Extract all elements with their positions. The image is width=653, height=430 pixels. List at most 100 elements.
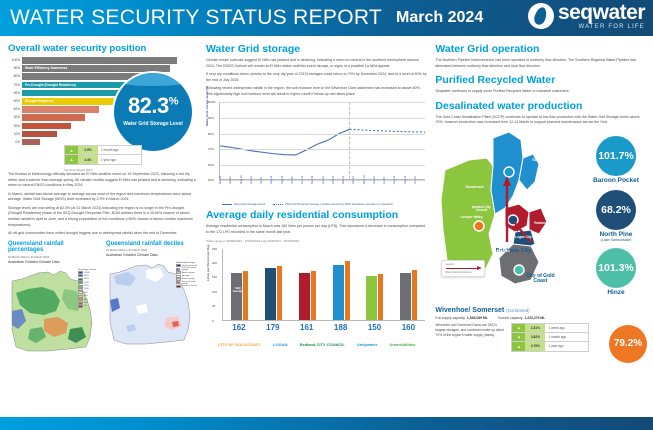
desal-paragraph: The Gold Coast Desalination Plant (GCDP)… — [435, 114, 640, 125]
gridline — [220, 117, 426, 119]
consumption-value: 179 — [266, 322, 280, 332]
column-middle: Water Grid storage Climate model outlook… — [205, 43, 427, 424]
position-bar-label: Water Efficiency Awareness — [25, 66, 68, 71]
legend-entry: 80% — [78, 291, 100, 295]
legend-swatch — [78, 277, 83, 281]
recycled-paragraph: Seqwater continues to supply some Purifi… — [435, 89, 570, 94]
donut-value: 82.3% — [127, 93, 179, 119]
axis-tick: 80% — [13, 74, 20, 79]
paragraph: Following recent widespread rainfall in … — [206, 86, 421, 96]
gridline — [220, 133, 426, 135]
map-label-sunshine-coast: Sunshine Coast — [532, 156, 563, 162]
wivenhoe-level-badge: 79.2% — [609, 324, 647, 363]
bar-group — [400, 249, 418, 320]
consumption-paragraph: Average residential consumption in March… — [206, 224, 425, 234]
legend-label: 20% — [84, 302, 88, 305]
change-period: 1 year ago — [548, 344, 564, 349]
x-tick: Dec 23 — [311, 176, 315, 185]
dam-level-value: 101.3% — [596, 247, 636, 288]
consumption-value: 188 — [333, 322, 348, 332]
x-tick: Oct 23 — [290, 176, 294, 185]
legend-label: Lowest on record — [182, 285, 197, 288]
rainfall-pct-source: Australian Gridded Climate Data — [8, 259, 60, 264]
legend-label: Average — [182, 275, 190, 278]
comparison-bar — [243, 270, 249, 320]
y-tick: 60% — [208, 162, 215, 167]
x-tick: Mar 23 — [219, 176, 222, 185]
dam-level-badges: 101.7% Baroon Pocket 68.2% North Pine (Lake … — [587, 135, 645, 302]
legend-swatch — [176, 274, 181, 278]
bar-group — [265, 249, 283, 320]
legend-swatch — [176, 284, 181, 288]
logo-text: seqwater WATER FOR LIFE — [558, 2, 646, 30]
y-tick: 80% — [208, 131, 215, 136]
report-date: March 2024 — [396, 9, 484, 26]
legend-swatch — [78, 304, 83, 308]
legend-entry: 40% — [78, 298, 100, 302]
qld-outline-svg — [11, 270, 93, 352]
line-chart-legend: Recorded storage levels 2023-24 Predicte… — [222, 202, 393, 206]
rainfall-dec-source: Australian Gridded Climate Data — [106, 253, 158, 258]
legend-entry: Highest on record — [176, 264, 198, 268]
map-label-scenic-rim: Scenic Rim — [492, 248, 510, 253]
y-tick: 100 — [212, 289, 218, 294]
dam-badge: 68.2% North Pine (Lake Samsonvale) — [587, 189, 645, 242]
legend-entry: 60% — [78, 294, 100, 298]
comparison-bar — [310, 271, 316, 320]
wivenhoe-capacity-row: Full supply capacity 1,545,089 ML Curren… — [435, 316, 645, 320]
legend-entry: Below average — [176, 277, 198, 281]
cons-chart-ylabel: Litres per Person per Day — [206, 243, 210, 281]
paragraph: In March, rainfall was above average to … — [8, 191, 192, 202]
storage-donut: 82.3% Water Grid Storage Level — [114, 73, 192, 151]
trend-up-icon: ▲ — [512, 323, 526, 332]
legend-swatch — [176, 281, 181, 285]
seq-map-svg — [440, 131, 548, 285]
column-right: Water Grid operation The Northern Pipeli… — [435, 43, 647, 424]
change-period: 1 month ago — [548, 334, 567, 339]
legend-entry: Very much above average — [176, 267, 198, 271]
legend-label: >400% — [84, 271, 90, 274]
legend-entry: 200% — [78, 277, 100, 281]
grid-operation-paragraph: The Northern Pipeline Interconnector has… — [435, 58, 636, 68]
legend-swatch — [176, 267, 181, 271]
rainfall-deciles-card: Queensland rainfall deciles 01 March 202… — [106, 241, 198, 355]
y-tick: 0 — [212, 318, 214, 323]
position-bar — [22, 57, 177, 64]
dam-name: North Pine — [599, 230, 633, 238]
legend-label: 200% — [84, 278, 89, 281]
legend-label: 300% — [84, 274, 89, 277]
axis-tick: 100% — [11, 58, 20, 62]
grid-storage-heading: Water Grid storage — [206, 43, 301, 55]
comparison-bar — [344, 261, 350, 320]
legend-swatch — [78, 284, 83, 288]
legend-recorded: Recorded storage levels — [222, 202, 265, 206]
storage-change-table: ▲ 2.9% 1 month ago ▲ 4.4% 1 year ago — [64, 145, 142, 165]
column-left: Overall water security position 100% 90% W… — [8, 43, 198, 424]
rainfall-pct-subtitle: 01 March 2024 to 31 March 2024 — [8, 254, 50, 259]
line-chart-ylabel: Water Grid storage level (%) — [205, 86, 209, 127]
bar-inline-label: SEQ Average — [232, 286, 243, 293]
change-period: 1 month ago — [101, 148, 119, 152]
consumption-bar — [231, 272, 243, 320]
legend-entry: 150% — [78, 281, 100, 285]
grid-operation-heading: Water Grid operation — [435, 43, 540, 55]
change-row: ▲ 3.82% 1 month ago — [512, 332, 589, 342]
position-bar — [22, 89, 132, 97]
footer-bar — [0, 417, 653, 430]
x-tick: Jan 24 — [321, 176, 325, 185]
comparison-bar — [378, 273, 384, 320]
axis-tick: 60% — [13, 90, 20, 95]
rainfall-dec-subtitle: 01 March 2024 to 31 March 2024 — [106, 248, 148, 253]
map-label-logan-city: Logan City — [515, 234, 532, 239]
y-tick: 150 — [212, 275, 218, 280]
position-bar — [22, 73, 156, 80]
legend-items-2: Highest on record Very much above average… — [176, 264, 198, 288]
position-bar: Pre-Drought (Drought Readiness) — [22, 81, 146, 89]
legend-swatch — [176, 271, 181, 275]
change-row: ▲ 2.9% 1 month ago — [65, 146, 141, 155]
comparison-bar — [412, 269, 418, 320]
x-tick: May 23 — [239, 175, 243, 185]
position-bar: Water Efficiency Awareness — [22, 65, 170, 72]
position-bar-label: Pre-Drought (Drought Readiness) — [25, 82, 76, 87]
utility-logo: Unitywater — [356, 341, 378, 347]
